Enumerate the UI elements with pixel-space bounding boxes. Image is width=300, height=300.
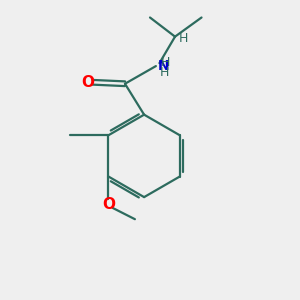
Text: O: O bbox=[102, 197, 115, 212]
Text: O: O bbox=[81, 75, 94, 90]
Text: H: H bbox=[160, 56, 170, 69]
Text: N: N bbox=[158, 59, 169, 73]
Text: H: H bbox=[159, 66, 169, 79]
Text: H: H bbox=[178, 32, 188, 45]
